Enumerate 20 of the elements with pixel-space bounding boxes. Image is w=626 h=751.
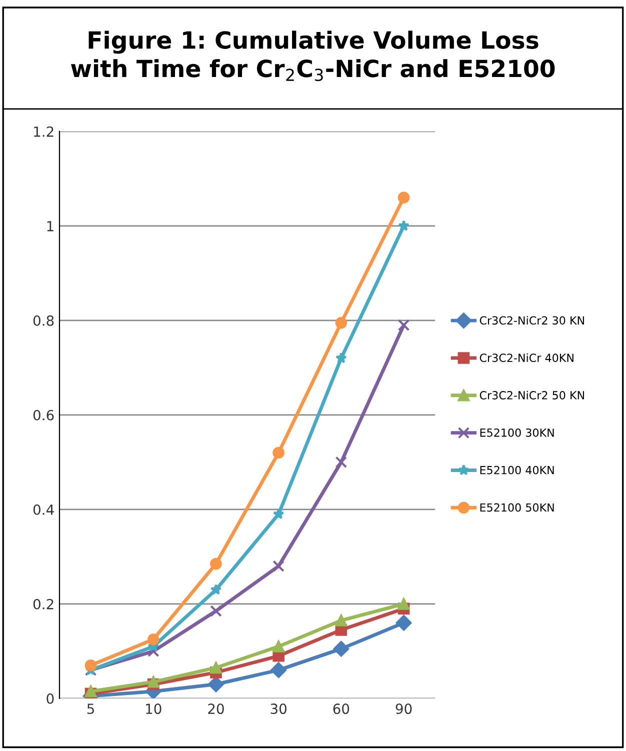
legend-label: Cr3C2-NiCr2 50 KN <box>480 390 584 400</box>
legend-label: Cr3C2-NiCr2 30 KN <box>480 316 584 325</box>
y-tick-label: 0.6 <box>33 410 54 420</box>
legend-label: Cr3C2-NiCr 40KN <box>480 353 574 362</box>
y-tick-label: 0 <box>46 693 54 704</box>
y-tick-label: 0.8 <box>33 315 54 326</box>
y-tick-label: 0.2 <box>33 598 54 610</box>
x-tick-label: 10 <box>146 704 162 714</box>
x-tick-label: 5 <box>87 704 94 714</box>
y-tick-label: 1.2 <box>34 126 54 137</box>
legend-label: E52100 30KN <box>480 428 554 437</box>
y-tick-label: 0.4 <box>33 504 54 515</box>
legend-label: E52100 50KN <box>480 503 554 512</box>
y-tick-label: 1 <box>47 221 54 232</box>
chart-title: Figure 1: Cumulative Volume Loss with Time for Cr$_{2}$C$_{3}$-NiCr and E52100 <box>70 30 555 82</box>
x-tick-label: 60 <box>333 704 350 714</box>
x-tick-label: 30 <box>270 704 286 714</box>
legend-label: E52100 40KN <box>480 466 554 474</box>
x-tick-label: 20 <box>208 704 224 714</box>
x-tick-label: 90 <box>396 704 412 714</box>
